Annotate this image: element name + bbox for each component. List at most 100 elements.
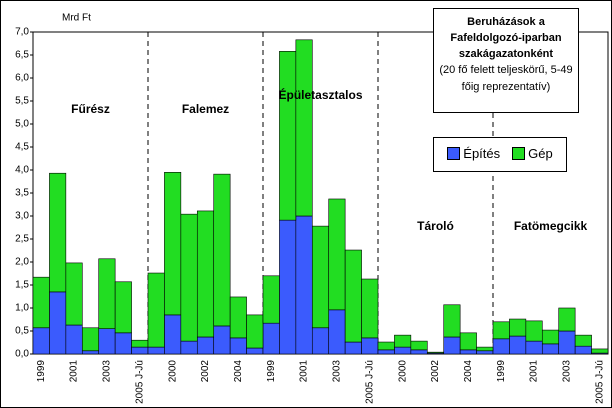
bar-segment	[180, 213, 198, 342]
bar-segment	[410, 349, 428, 355]
bar-segment	[262, 275, 280, 324]
bar-segment	[164, 172, 182, 316]
bar-segment	[131, 346, 149, 355]
bar-segment	[525, 340, 543, 355]
bar-segment	[295, 39, 313, 217]
bar-segment	[32, 327, 50, 355]
bar-segment	[311, 327, 330, 355]
bar-segment	[525, 320, 543, 342]
bar-segment	[344, 341, 362, 355]
bar-segment	[459, 332, 477, 351]
title-box: Beruházások a Fafeldolgozó-iparban szaká…	[433, 8, 579, 113]
bar-segment	[147, 346, 165, 355]
x-tick-label: 2003	[102, 360, 113, 383]
bar-segment	[574, 334, 592, 347]
x-tick-label: 2005 J-Jú	[594, 360, 605, 404]
bar-segment	[180, 340, 198, 355]
x-tick-label: 2001	[529, 360, 540, 383]
x-tick-label: 2000	[167, 360, 178, 383]
bar-segment	[558, 307, 576, 332]
y-tick-label: 0,0	[15, 349, 29, 360]
y-tick-label: 1,0	[15, 303, 29, 314]
bar-segment	[344, 249, 362, 343]
chart-title: Beruházások a Fafeldolgozó-iparban szaká…	[450, 16, 562, 60]
y-tick-label: 6,0	[15, 73, 29, 84]
bar-segment	[541, 343, 560, 355]
y-tick-label: 2,0	[15, 257, 29, 268]
bar-segment	[213, 325, 231, 355]
legend-item: Építés	[447, 146, 500, 161]
bar-segment	[81, 350, 100, 355]
x-tick-label: 2004	[463, 360, 474, 383]
bar-segment	[246, 314, 264, 349]
bar-segment	[279, 219, 297, 355]
bar-segment	[394, 346, 412, 355]
x-tick-label: 2001	[299, 360, 310, 383]
bar-segment	[377, 349, 395, 355]
group-label: Fatömegcikk	[514, 219, 588, 233]
y-tick-label: 3,0	[15, 211, 29, 222]
y-tick-label: 5,5	[15, 96, 29, 107]
bar-segment	[49, 291, 67, 355]
x-tick-label: 1999	[266, 360, 277, 383]
bar-segment	[410, 340, 428, 351]
bar-segment	[591, 348, 609, 354]
bar-segment	[574, 345, 592, 355]
bar-segment	[492, 321, 510, 340]
legend-item: Gép	[512, 146, 553, 161]
bar-segment	[147, 272, 165, 348]
x-tick-label: 2003	[562, 360, 573, 383]
bar-segment	[229, 296, 247, 339]
bar-segment	[328, 309, 346, 355]
x-tick-label: 2005 J-Jú	[364, 360, 375, 404]
legend: Építés Gép	[433, 137, 567, 172]
chart-subtitle: (20 fő felett teljeskörű, 5-49 főig repr…	[439, 64, 573, 93]
y-tick-label: 5,0	[15, 119, 29, 130]
bar-segment	[131, 339, 149, 348]
bar-segment	[476, 350, 494, 355]
bar-segment	[443, 336, 461, 355]
bar-segment	[65, 324, 83, 355]
bar-segment	[98, 258, 116, 329]
y-tick-label: 4,0	[15, 165, 29, 176]
bar-segment	[213, 173, 231, 327]
bar-segment	[196, 210, 215, 338]
bar-segment	[81, 327, 100, 352]
y-tick-label: 6,5	[15, 50, 29, 61]
group-label: Épületasztalos	[278, 87, 362, 102]
group-label: Tároló	[417, 219, 454, 233]
y-tick-label: 7,0	[15, 27, 29, 38]
bar-segment	[295, 215, 313, 355]
bar-segment	[229, 337, 247, 355]
x-tick-label: 2002	[200, 360, 211, 383]
bar-segment	[98, 328, 116, 355]
bar-segment	[541, 329, 560, 345]
y-tick-label: 4,5	[15, 142, 29, 153]
x-tick-label: 2004	[233, 360, 244, 383]
bar-segment	[459, 349, 477, 355]
x-tick-label: 1999	[36, 360, 47, 383]
bar-segment	[114, 332, 132, 355]
bar-segment	[328, 198, 346, 311]
y-tick-label: 2,5	[15, 234, 29, 245]
y-tick-label: 1,5	[15, 280, 29, 291]
bar-segment	[311, 225, 330, 329]
bar-segment	[426, 351, 445, 354]
bar-segment	[443, 304, 461, 338]
x-tick-label: 2005 J-Jú	[134, 360, 145, 404]
x-tick-label: 2000	[397, 360, 408, 383]
y-axis-label: Mrd Ft	[62, 13, 91, 24]
bar-segment	[492, 338, 510, 355]
bar-segment	[49, 172, 67, 293]
y-tick-label: 0,5	[15, 326, 29, 337]
x-tick-label: 2001	[69, 360, 80, 383]
legend-swatch	[512, 147, 526, 160]
bar-segment	[32, 276, 50, 329]
bar-segment	[394, 334, 412, 348]
group-label: Falemez	[182, 102, 229, 116]
bar-segment	[509, 335, 527, 355]
bar-segment	[114, 281, 132, 334]
bar-segment	[279, 51, 297, 221]
x-tick-label: 1999	[496, 360, 507, 383]
